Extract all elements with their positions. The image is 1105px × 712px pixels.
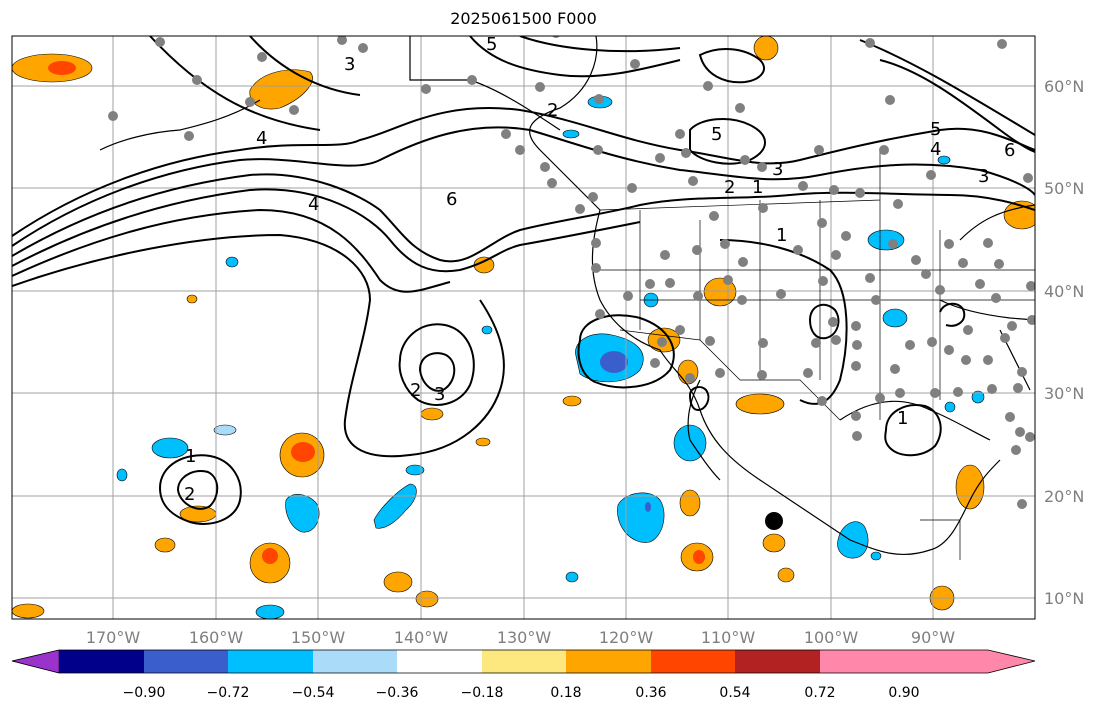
contour-labels: 5 3 2 2 5 3 1 1 5 4 3 6 4 6 4 2 3 1 1 2	[184, 34, 1015, 505]
contour-label: 5	[711, 124, 722, 145]
colorbar-right-extend	[904, 650, 1035, 673]
lon-label: 100°W	[804, 628, 859, 647]
contour-label: 2	[547, 100, 558, 121]
contour-label: 6	[1004, 140, 1015, 161]
colorbar: −0.90 −0.72 −0.54 −0.36 −0.18 0.18 0.36 …	[11, 649, 1036, 701]
colorbar-segment	[651, 650, 735, 673]
colorbar-segment	[482, 650, 566, 673]
lon-label: 110°W	[701, 628, 756, 647]
latitude-labels: 60°N 50°N 40°N 30°N 20°N 10°N	[1044, 77, 1084, 608]
colorbar-label: −0.72	[207, 685, 250, 701]
lat-label: 10°N	[1044, 589, 1084, 608]
contour-label: 3	[772, 159, 783, 180]
colorbar-segment	[144, 650, 228, 673]
colorbar-segment	[566, 650, 651, 673]
colorbar-label: 0.72	[804, 685, 835, 701]
lat-label: 50°N	[1044, 179, 1084, 198]
colorbar-outline	[11, 649, 1036, 674]
contour-label: 1	[752, 177, 763, 198]
location-marker	[765, 512, 783, 530]
colorbar-label: 0.90	[888, 685, 919, 701]
contour-label: 1	[185, 446, 196, 467]
colorbar-labels: −0.90 −0.72 −0.54 −0.36 −0.18 0.18 0.36 …	[123, 685, 920, 701]
colorbar-label: 0.54	[719, 685, 750, 701]
colorbar-segment	[313, 650, 397, 673]
longitude-labels: 170°W 160°W 150°W 140°W 130°W 120°W 110°…	[86, 628, 955, 647]
colorbar-segment	[59, 650, 144, 673]
contour-label: 1	[897, 408, 908, 429]
colorbar-label: 0.36	[635, 685, 666, 701]
political-borders	[599, 150, 1035, 560]
lon-label: 150°W	[291, 628, 346, 647]
colorbar-segment	[397, 650, 482, 673]
contour-label: 4	[308, 194, 319, 215]
station-markers	[108, 36, 1035, 509]
colorbar-segment	[820, 650, 904, 673]
lon-label: 130°W	[497, 628, 552, 647]
contour-label: 4	[930, 139, 941, 160]
colorbar-left-extend	[11, 649, 60, 674]
colorbar-label: −0.90	[123, 685, 166, 701]
lon-label: 170°W	[86, 628, 141, 647]
contour-label: 1	[776, 225, 787, 246]
lat-label: 30°N	[1044, 384, 1084, 403]
contour-label: 3	[978, 166, 989, 187]
contour-label: 3	[344, 54, 355, 75]
contour-label: 3	[434, 384, 445, 405]
lon-label: 120°W	[599, 628, 654, 647]
colorbar-label: −0.36	[376, 685, 419, 701]
graticule	[12, 36, 1035, 619]
colorbar-label: −0.54	[292, 685, 335, 701]
contour-lines	[12, 36, 1035, 525]
lon-label: 90°W	[911, 628, 955, 647]
lat-label: 20°N	[1044, 487, 1084, 506]
contour-label: 2	[410, 380, 421, 401]
contour-label: 6	[446, 189, 457, 210]
contour-label: 5	[930, 119, 941, 140]
contour-label: 2	[184, 484, 195, 505]
colorbar-segment	[735, 650, 820, 673]
lat-label: 60°N	[1044, 77, 1084, 96]
lon-label: 140°W	[394, 628, 449, 647]
map-title: 2025061500 F000	[450, 9, 597, 28]
colorbar-segment	[228, 650, 313, 673]
contour-label: 5	[486, 34, 497, 55]
lon-label: 160°W	[189, 628, 244, 647]
colorbar-label: 0.18	[550, 685, 581, 701]
colorbar-label: −0.18	[461, 685, 504, 701]
contour-label: 4	[256, 128, 267, 149]
contour-label: 2	[724, 177, 735, 198]
lat-label: 40°N	[1044, 282, 1084, 301]
map-frame	[11, 35, 1036, 620]
